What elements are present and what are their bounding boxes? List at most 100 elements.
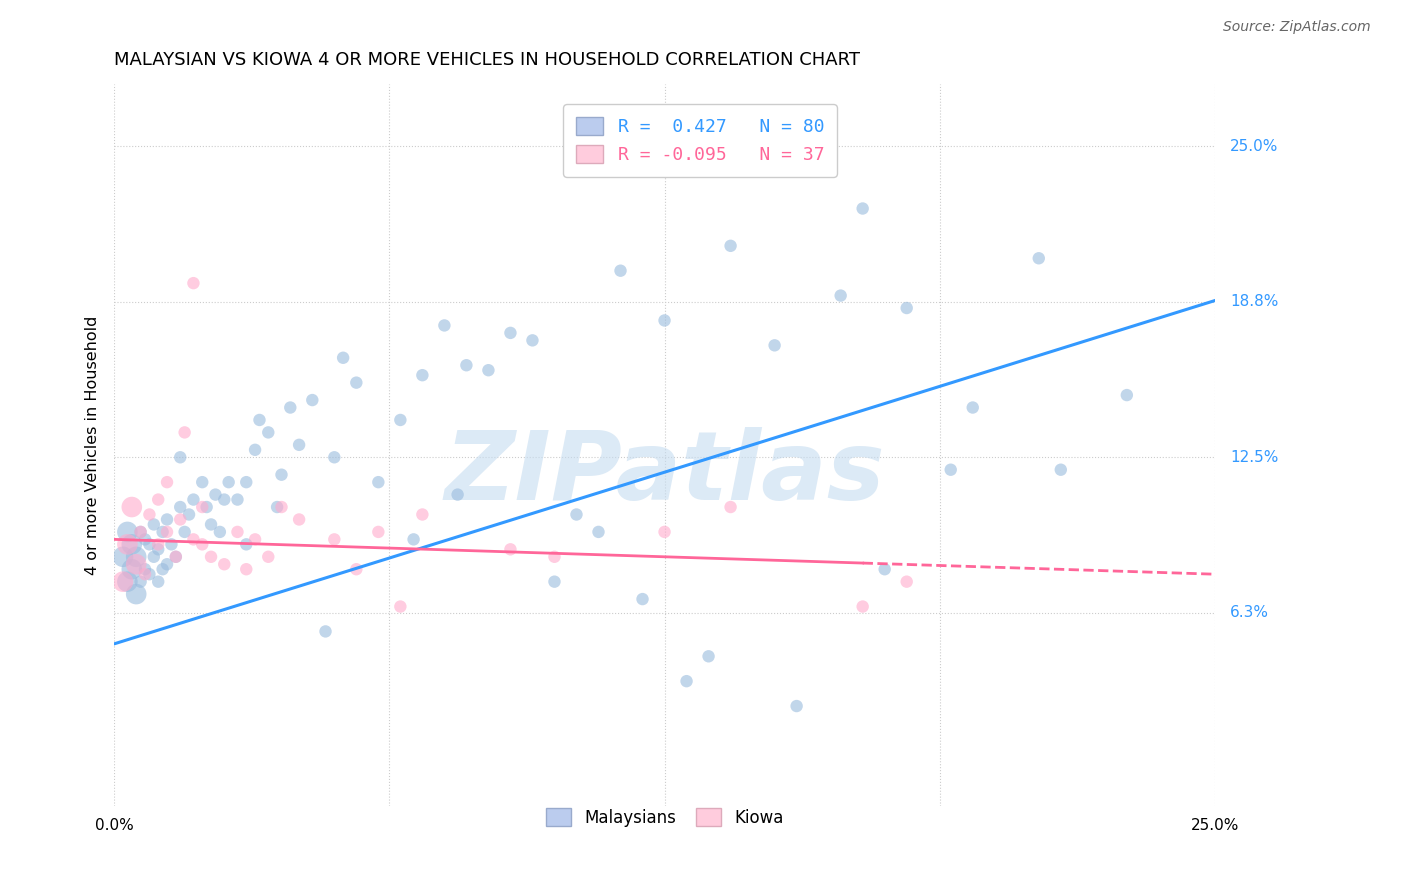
- Point: [134, 567, 156, 582]
- Point: [129, 524, 152, 539]
- Text: ZIPatlas: ZIPatlas: [444, 427, 884, 520]
- Point: [456, 358, 478, 372]
- Point: [609, 263, 631, 277]
- Text: 6.3%: 6.3%: [1230, 606, 1270, 620]
- Point: [654, 313, 676, 327]
- Point: [191, 537, 214, 551]
- Point: [257, 549, 280, 564]
- Point: [543, 549, 565, 564]
- Point: [288, 438, 311, 452]
- Point: [226, 492, 249, 507]
- Point: [896, 301, 918, 315]
- Point: [235, 537, 257, 551]
- Point: [214, 558, 236, 572]
- Point: [111, 549, 134, 564]
- Point: [499, 542, 522, 557]
- Point: [367, 475, 389, 490]
- Text: 25.0%: 25.0%: [1191, 818, 1239, 833]
- Point: [142, 517, 165, 532]
- Point: [134, 533, 156, 547]
- Point: [117, 537, 139, 551]
- Point: [243, 533, 266, 547]
- Point: [896, 574, 918, 589]
- Point: [1115, 388, 1137, 402]
- Point: [543, 574, 565, 589]
- Point: [257, 425, 280, 440]
- Point: [125, 558, 148, 572]
- Point: [156, 558, 179, 572]
- Point: [183, 276, 205, 290]
- Point: [389, 599, 412, 614]
- Point: [169, 500, 191, 514]
- Text: MALAYSIAN VS KIOWA 4 OR MORE VEHICLES IN HOUSEHOLD CORRELATION CHART: MALAYSIAN VS KIOWA 4 OR MORE VEHICLES IN…: [114, 51, 860, 69]
- Point: [235, 475, 257, 490]
- Point: [191, 500, 214, 514]
- Point: [763, 338, 786, 352]
- Point: [121, 500, 143, 514]
- Point: [852, 202, 875, 216]
- Point: [301, 393, 323, 408]
- Point: [214, 492, 236, 507]
- Point: [939, 463, 962, 477]
- Point: [720, 500, 742, 514]
- Point: [134, 562, 156, 576]
- Point: [446, 487, 468, 501]
- Point: [148, 537, 170, 551]
- Point: [631, 592, 654, 607]
- Point: [125, 549, 148, 564]
- Point: [156, 475, 179, 490]
- Point: [323, 450, 346, 465]
- Point: [433, 318, 456, 333]
- Point: [169, 450, 191, 465]
- Point: [218, 475, 240, 490]
- Point: [129, 574, 152, 589]
- Point: [165, 549, 187, 564]
- Point: [332, 351, 354, 365]
- Point: [830, 288, 852, 302]
- Point: [169, 512, 191, 526]
- Point: [411, 508, 433, 522]
- Text: 18.8%: 18.8%: [1230, 294, 1278, 310]
- Point: [195, 500, 218, 514]
- Point: [173, 425, 195, 440]
- Point: [204, 487, 226, 501]
- Y-axis label: 4 or more Vehicles in Household: 4 or more Vehicles in Household: [86, 315, 100, 574]
- Point: [117, 524, 139, 539]
- Point: [156, 524, 179, 539]
- Point: [402, 533, 425, 547]
- Point: [565, 508, 588, 522]
- Point: [675, 674, 697, 689]
- Point: [200, 549, 222, 564]
- Point: [266, 500, 288, 514]
- Point: [177, 508, 200, 522]
- Point: [499, 326, 522, 340]
- Point: [160, 537, 183, 551]
- Point: [183, 533, 205, 547]
- Text: 12.5%: 12.5%: [1230, 450, 1278, 465]
- Point: [278, 401, 301, 415]
- Point: [235, 562, 257, 576]
- Point: [1028, 252, 1050, 266]
- Point: [873, 562, 896, 576]
- Point: [138, 567, 160, 582]
- Point: [697, 649, 720, 664]
- Point: [148, 542, 170, 557]
- Point: [191, 475, 214, 490]
- Point: [243, 442, 266, 457]
- Point: [165, 549, 187, 564]
- Point: [786, 699, 808, 714]
- Point: [152, 524, 174, 539]
- Text: 0.0%: 0.0%: [94, 818, 134, 833]
- Point: [142, 549, 165, 564]
- Legend: Malaysians, Kiowa: Malaysians, Kiowa: [538, 802, 790, 833]
- Point: [121, 537, 143, 551]
- Point: [111, 574, 134, 589]
- Point: [344, 376, 367, 390]
- Point: [200, 517, 222, 532]
- Point: [367, 524, 389, 539]
- Point: [720, 239, 742, 253]
- Point: [148, 574, 170, 589]
- Point: [156, 512, 179, 526]
- Point: [852, 599, 875, 614]
- Point: [411, 368, 433, 383]
